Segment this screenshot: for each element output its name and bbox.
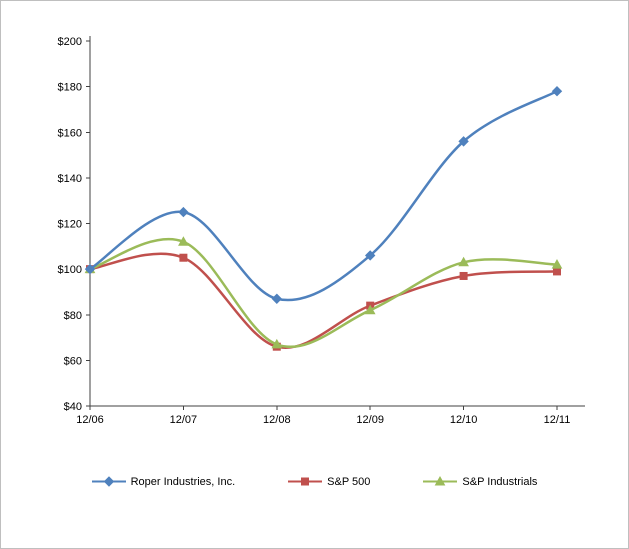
series-0 [84, 85, 563, 304]
triangle-marker-icon [364, 304, 376, 315]
legend-item-roper-industries: Roper Industries, Inc. [91, 475, 236, 488]
square-marker-icon [179, 253, 188, 262]
y-tick-label: $120 [58, 219, 82, 231]
triangle-marker-icon [458, 256, 469, 267]
legend-marker-roper-industries [91, 476, 126, 487]
y-tick-label: $140 [58, 173, 82, 185]
legend-label-roper-industries: Roper Industries, Inc. [130, 475, 236, 488]
legend-marker-sp500 [288, 477, 323, 486]
series-line [88, 252, 559, 350]
y-tick-label: $60 [64, 355, 82, 367]
legend-label-sp500: S&P 500 [327, 475, 371, 488]
legend-item-sp-industrials: S&P Industrials [423, 475, 537, 488]
triangle-marker-icon [178, 236, 189, 246]
y-tick-label: $100 [58, 264, 82, 276]
diamond-marker-icon [178, 206, 189, 218]
x-tick-label: 12/10 [450, 414, 478, 426]
legend-marker-sp-industrials [423, 475, 458, 486]
chart-legend: Roper Industries, Inc. S&P 500 S&P Indus… [1, 475, 628, 488]
x-tick-label: 12/08 [263, 414, 291, 426]
x-tick-label: 12/09 [356, 414, 384, 426]
series-line [88, 89, 559, 302]
diamond-marker-icon [103, 476, 114, 487]
y-tick-label: $160 [58, 127, 82, 139]
legend-item-sp500: S&P 500 [288, 475, 370, 488]
diamond-marker-icon [84, 263, 96, 275]
y-tick-label: $40 [64, 401, 82, 413]
x-tick-label: 12/11 [544, 414, 571, 426]
diamond-marker-icon [271, 293, 283, 304]
x-tick-label: 12/07 [170, 414, 198, 426]
legend-label-sp-industrials: S&P Industrials [462, 475, 538, 488]
series-line [88, 237, 559, 348]
y-tick-label: $80 [64, 310, 82, 322]
triangle-marker-icon [271, 338, 283, 349]
diamond-marker-icon [551, 85, 563, 97]
diamond-marker-icon [458, 136, 469, 147]
square-marker-icon [301, 477, 310, 486]
y-tick-label: $200 [58, 36, 82, 48]
square-marker-icon [459, 271, 468, 280]
square-marker-icon [553, 267, 561, 276]
y-tick-label: $180 [58, 82, 82, 94]
stock-performance-line-chart: $40 $60 $80 $100 $120 $140 $160 $180 $200 12/06 12… [58, 36, 585, 426]
diamond-marker-icon [364, 250, 376, 261]
x-tick-label: 12/06 [76, 414, 104, 426]
triangle-marker-icon [435, 475, 446, 486]
triangle-marker-icon [551, 259, 563, 269]
